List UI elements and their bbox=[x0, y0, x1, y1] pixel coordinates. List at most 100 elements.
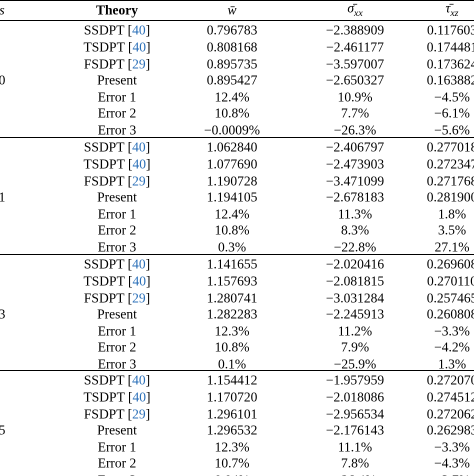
value-cell: 1.296101 bbox=[206, 405, 258, 421]
value-cell: −3.031284 bbox=[325, 289, 385, 305]
value-cell: 0.277018 bbox=[426, 139, 474, 155]
value-cell: 0.270110 bbox=[426, 273, 474, 289]
value-cell: 0.262983 bbox=[426, 422, 474, 438]
value-cell: 11.2% bbox=[337, 322, 373, 338]
value-cell: 0.895735 bbox=[206, 55, 258, 71]
theory-cell: FSDPT [29] bbox=[83, 55, 151, 71]
value-cell: −26.3% bbox=[333, 122, 377, 138]
theory-cell: Error 3 bbox=[97, 122, 137, 138]
value-cell: 12.3% bbox=[214, 322, 250, 338]
value-cell: 0.281900 bbox=[426, 189, 474, 205]
value-cell: 0.163882 bbox=[426, 72, 474, 88]
group-label: 5 bbox=[0, 422, 6, 438]
theory-cell: FSDPT [29] bbox=[83, 172, 151, 188]
value-cell: −2.406797 bbox=[325, 139, 385, 155]
theory-cell: SSDPT [40] bbox=[83, 22, 151, 38]
value-cell: −2.461177 bbox=[326, 39, 384, 55]
theory-cell: Error 3 bbox=[97, 356, 137, 372]
value-cell: 0.272062 bbox=[426, 405, 474, 421]
value-cell: 0.269608 bbox=[426, 256, 474, 272]
value-cell: 0.271768 bbox=[426, 172, 474, 188]
value-cell: −5.6% bbox=[434, 122, 470, 138]
value-cell: 12.4% bbox=[214, 205, 250, 221]
theory-cell: TSDPT [40] bbox=[83, 156, 151, 172]
value-cell: 1.170720 bbox=[206, 389, 258, 405]
group-label: 0 bbox=[0, 72, 6, 88]
value-cell: −2.388909 bbox=[325, 22, 385, 38]
value-cell: 0.1% bbox=[217, 356, 247, 372]
value-cell: 1.141655 bbox=[206, 256, 258, 272]
value-cell: 1.154412 bbox=[206, 372, 258, 388]
theory-cell: Present bbox=[97, 72, 137, 88]
value-cell: −3.7% bbox=[434, 473, 470, 476]
value-cell: 0.260808 bbox=[426, 306, 474, 322]
theory-cell: Error 2 bbox=[97, 222, 137, 238]
value-cell: 1.8% bbox=[437, 205, 467, 221]
value-cell: 0.117603 bbox=[426, 22, 474, 38]
value-cell: 11.1% bbox=[337, 438, 373, 454]
value-cell: 7.9% bbox=[340, 339, 370, 355]
group-rule bbox=[0, 370, 474, 371]
top-rule bbox=[0, 0, 474, 1]
value-cell: 12.4% bbox=[214, 88, 250, 104]
theory-cell: Error 1 bbox=[97, 438, 137, 454]
value-cell: −3.597007 bbox=[325, 55, 385, 71]
value-cell: −3.471099 bbox=[325, 172, 385, 188]
value-cell: 0.272070 bbox=[426, 372, 474, 388]
value-cell: −25.9% bbox=[333, 356, 377, 372]
value-cell: 1.282283 bbox=[206, 306, 258, 322]
value-cell: 8.3% bbox=[340, 222, 370, 238]
value-cell: −2.473903 bbox=[325, 156, 385, 172]
theory-cell: Error 3 bbox=[98, 473, 137, 476]
value-cell: 1.190728 bbox=[206, 172, 258, 188]
header-cell: s bbox=[0, 3, 5, 17]
value-cell: 0.895427 bbox=[206, 72, 258, 88]
header-cell: Theory bbox=[96, 2, 138, 18]
value-cell: 1.3% bbox=[437, 356, 467, 372]
value-cell: 0.274512 bbox=[426, 389, 474, 405]
value-cell: 0.3% bbox=[217, 239, 247, 255]
value-cell: 10.8% bbox=[214, 339, 250, 355]
value-cell: 0.174481 bbox=[426, 39, 474, 55]
theory-cell: Error 2 bbox=[97, 105, 137, 121]
header-cell: τ̄xz bbox=[445, 0, 459, 19]
theory-cell: TSDPT [40] bbox=[83, 39, 151, 55]
header-cell: w̄ bbox=[227, 2, 237, 18]
theory-cell: TSDPT [40] bbox=[83, 273, 151, 289]
value-cell: −2.020416 bbox=[325, 256, 385, 272]
theory-cell: TSDPT [40] bbox=[83, 389, 151, 405]
value-cell: 10.7% bbox=[214, 455, 250, 471]
theory-cell: SSDPT [40] bbox=[83, 256, 151, 272]
value-cell: −4.2% bbox=[434, 339, 470, 355]
theory-cell: FSDPT [29] bbox=[83, 405, 151, 421]
value-cell: 1.280741 bbox=[206, 289, 258, 305]
value-cell: 1.077690 bbox=[206, 156, 258, 172]
value-cell: −4.3% bbox=[434, 455, 470, 471]
value-cell: −2.245913 bbox=[325, 306, 385, 322]
value-cell: −2.081815 bbox=[325, 273, 385, 289]
value-cell: −0.0009% bbox=[204, 122, 260, 138]
value-cell: 0.04% bbox=[215, 473, 250, 476]
theory-cell: SSDPT [40] bbox=[83, 372, 151, 388]
value-cell: −26.4% bbox=[334, 473, 376, 476]
theory-cell: Error 2 bbox=[97, 455, 137, 471]
value-cell: 0.796783 bbox=[206, 22, 258, 38]
group-rule bbox=[0, 137, 474, 138]
value-cell: 12.3% bbox=[214, 438, 250, 454]
theory-cell: Error 3 bbox=[97, 239, 137, 255]
value-cell: 1.157693 bbox=[206, 273, 258, 289]
value-cell: 10.8% bbox=[214, 222, 250, 238]
theory-cell: Present bbox=[97, 422, 137, 438]
value-cell: −22.8% bbox=[333, 239, 377, 255]
value-cell: 0.257465 bbox=[426, 289, 474, 305]
theory-cell: FSDPT [29] bbox=[83, 289, 151, 305]
value-cell: 1.296532 bbox=[206, 422, 258, 438]
value-cell: 27.1% bbox=[434, 239, 470, 255]
value-cell: −2.176143 bbox=[325, 422, 385, 438]
value-cell: −2.956534 bbox=[325, 405, 385, 421]
value-cell: −3.3% bbox=[434, 438, 470, 454]
value-cell: 0.808168 bbox=[206, 39, 258, 55]
value-cell: −1.957959 bbox=[325, 372, 385, 388]
theory-cell: Error 1 bbox=[97, 205, 137, 221]
